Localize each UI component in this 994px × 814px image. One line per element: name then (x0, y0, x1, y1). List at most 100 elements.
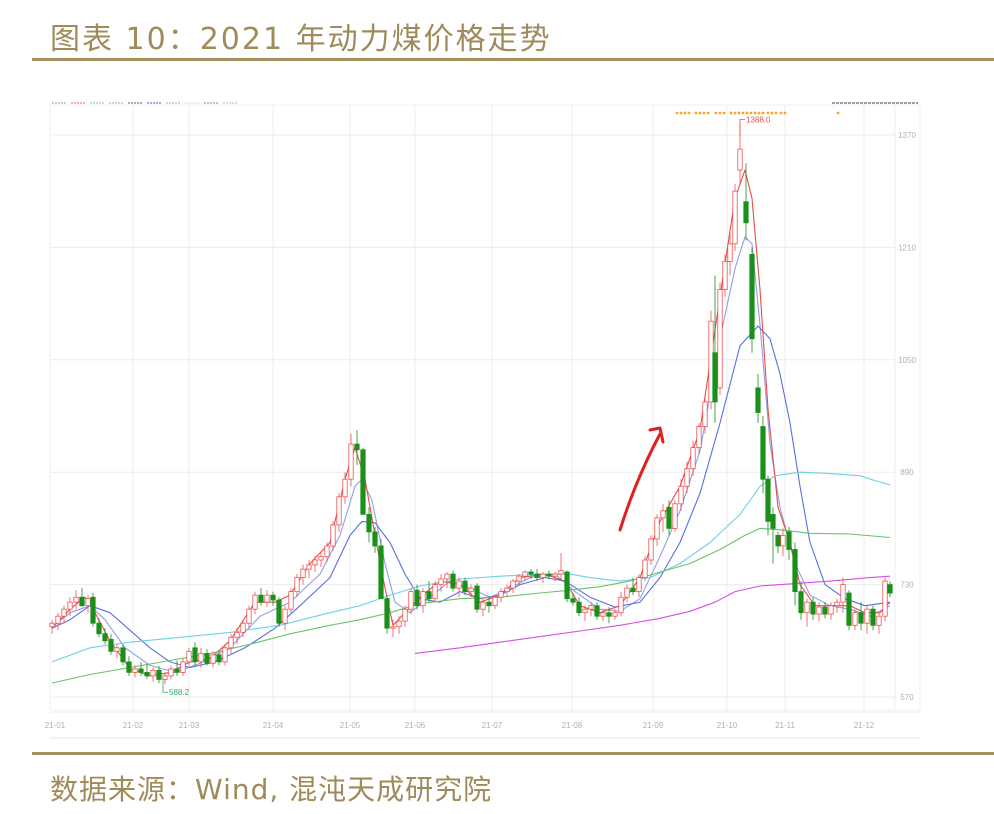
x-tick-label: 21-02 (123, 721, 144, 730)
candle-body (712, 352, 718, 403)
candle-body (288, 591, 294, 610)
candle (840, 577, 846, 613)
candle (558, 552, 564, 579)
candle-body (732, 190, 738, 245)
candle (456, 577, 462, 598)
candle (588, 602, 594, 617)
candle (378, 538, 384, 600)
candle (222, 644, 228, 666)
candle-body (282, 608, 288, 624)
candle (624, 584, 630, 603)
candle (594, 602, 600, 620)
candle (186, 647, 192, 666)
candle (749, 247, 755, 353)
candle (804, 598, 810, 627)
star-marker (774, 111, 778, 115)
candle (324, 542, 330, 563)
candle (61, 605, 67, 624)
candle-body (786, 531, 792, 550)
candle (438, 574, 444, 592)
candle-body (600, 612, 606, 617)
candle-body (234, 631, 240, 638)
candle (462, 577, 468, 596)
candle (270, 591, 276, 606)
candle-body (474, 585, 480, 610)
candle-body (348, 443, 354, 480)
candle (150, 667, 156, 682)
candle (528, 569, 534, 579)
candle-body (510, 580, 516, 589)
candle-body (696, 426, 702, 449)
candle-body (564, 571, 570, 600)
candle-body (792, 549, 798, 593)
candle-body (150, 669, 156, 677)
candle (108, 633, 114, 655)
max-label: 1388.0 (746, 115, 771, 124)
candle (432, 581, 438, 603)
y-tick-label: 1210 (898, 243, 916, 252)
candle-body (480, 601, 486, 610)
candle (180, 658, 186, 676)
candle (258, 588, 264, 606)
candle (384, 595, 390, 634)
candle-body (654, 517, 660, 540)
min-marker (162, 678, 168, 693)
ma-line-ma60 (51, 471, 891, 663)
data-source: 数据来源：Wind, 混沌天成研究院 (50, 773, 493, 806)
candle (648, 535, 654, 565)
candle-body (822, 606, 828, 615)
star-marker (733, 111, 737, 115)
candle (582, 605, 588, 622)
candle-body (210, 654, 216, 664)
star-marker (702, 111, 706, 115)
candle (264, 590, 270, 608)
candle-body (222, 647, 228, 663)
candle-body (780, 535, 786, 547)
candle-body (258, 594, 264, 603)
candle-body (570, 598, 576, 603)
candle (702, 394, 708, 434)
candle-body (618, 596, 624, 614)
candle-body (216, 654, 222, 663)
candle-body (432, 584, 438, 600)
x-tick-label: 21-11 (775, 721, 795, 730)
candle-body (420, 591, 426, 607)
candle-body (114, 647, 120, 652)
candle (516, 574, 522, 587)
candle (852, 609, 858, 631)
candle (85, 595, 91, 613)
candle (408, 588, 414, 615)
star-marker (770, 111, 774, 115)
candle (678, 479, 684, 511)
candle (492, 595, 498, 610)
star-marker (706, 111, 710, 115)
candle-body (582, 608, 588, 614)
candle-body (462, 580, 468, 593)
candle (468, 584, 474, 598)
candle-body (168, 668, 174, 677)
candle-body (444, 573, 450, 580)
annotations: 1388.0 588.2 (162, 115, 771, 697)
candle (887, 581, 893, 598)
candle-body (678, 485, 684, 505)
candle (798, 581, 804, 620)
candle (336, 493, 342, 532)
candle (792, 542, 798, 606)
candle (618, 591, 624, 617)
candle-body (318, 556, 324, 561)
candle-body (858, 612, 864, 624)
candle-body (722, 261, 728, 290)
candle (743, 163, 749, 241)
candle (498, 588, 504, 603)
candle-body (528, 571, 534, 575)
candle (666, 500, 672, 536)
candle (540, 571, 546, 584)
star-marker (766, 111, 770, 115)
candle (288, 588, 294, 613)
candle-body (816, 606, 822, 615)
candle (486, 597, 492, 613)
candle (612, 609, 618, 620)
candle (120, 644, 126, 666)
arrow-head-icon (648, 426, 665, 444)
star-marker (741, 111, 745, 115)
